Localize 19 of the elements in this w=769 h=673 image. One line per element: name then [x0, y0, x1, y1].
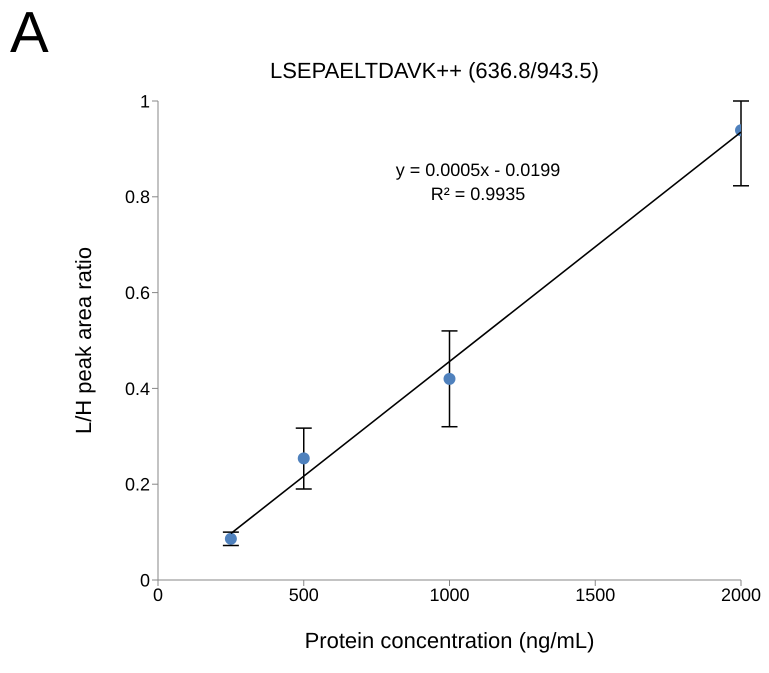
x-tick-label: 0: [152, 584, 164, 605]
x-tick-label: 1000: [429, 584, 470, 605]
y-tick-label: 0: [140, 570, 150, 590]
y-axis-title: L/H peak area ratio: [70, 246, 96, 434]
y-tick-label: 1: [140, 91, 150, 112]
panel-label: A: [10, 0, 49, 67]
x-tick-label: 2000: [720, 584, 762, 605]
x-tick-label: 1500: [575, 584, 616, 605]
annotation: y = 0.0005x - 0.0199: [394, 159, 562, 182]
y-tick-label: 0.6: [124, 282, 150, 303]
annotation: R² = 0.9935: [430, 183, 526, 206]
y-tick-label: 0.8: [124, 187, 150, 208]
x-axis-title: Protein concentration (ng/mL): [304, 628, 594, 653]
point: [298, 452, 310, 464]
x-tick-label: 500: [288, 584, 319, 605]
y-tick-label: 0.4: [124, 378, 150, 399]
y-tick-label: 0.2: [124, 474, 150, 495]
chart-title: LSEPAELTDAVK++ (636.8/943.5): [270, 58, 599, 84]
point: [444, 372, 456, 385]
